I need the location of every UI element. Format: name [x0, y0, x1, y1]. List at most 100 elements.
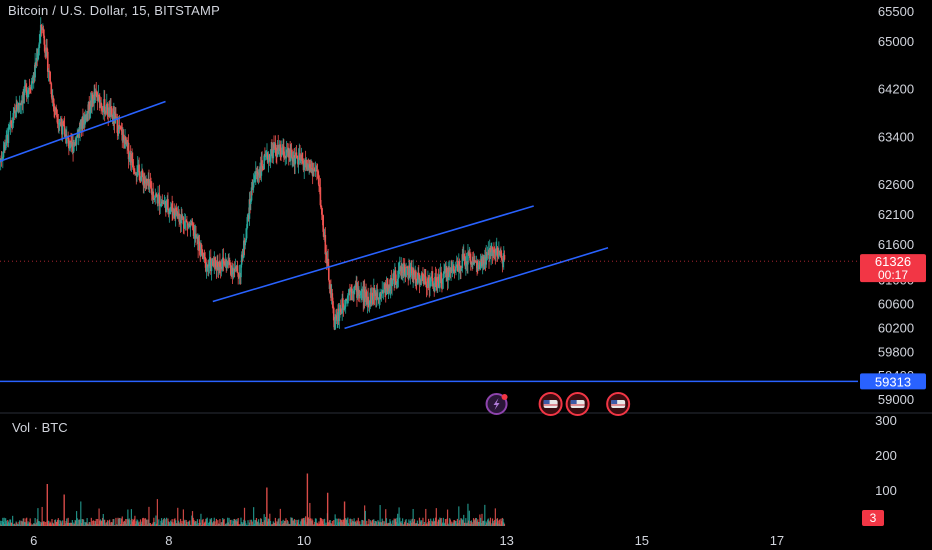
volume-bar [453, 520, 455, 526]
volume-bar [373, 519, 375, 526]
candle-body [327, 258, 329, 266]
candle-body [150, 186, 152, 189]
volume-bar [229, 519, 232, 526]
volume-bar [258, 524, 260, 526]
volume-bar [229, 524, 231, 526]
candle-body [335, 315, 338, 321]
volume-spike [46, 484, 48, 526]
volume-bar [173, 519, 175, 526]
volume-bar [385, 509, 387, 526]
volume-bar [273, 522, 275, 526]
candle-body [9, 126, 11, 127]
candle-body [30, 88, 32, 90]
candle-body [345, 299, 348, 301]
volume-bar [325, 522, 327, 526]
volume-bar [16, 522, 18, 526]
candle-body [396, 279, 399, 283]
candle-body [193, 226, 195, 239]
volume-bar [179, 524, 181, 526]
volume-bar [223, 518, 225, 526]
volume-bar [442, 517, 444, 526]
volume-bar [161, 522, 163, 526]
volume-bar [259, 522, 261, 526]
volume-bar [10, 522, 12, 526]
volume-bar [498, 523, 500, 526]
volume-bar [269, 521, 272, 526]
price-axis-tick-label: 62600 [878, 177, 914, 192]
candle-body [68, 138, 70, 149]
volume-bar [335, 525, 338, 526]
flag-canton [570, 400, 577, 404]
volume-bar [475, 518, 477, 526]
volume-bar [290, 517, 292, 526]
volume-bar [54, 519, 57, 526]
volume-bar [484, 504, 486, 526]
volume-bar [483, 520, 485, 526]
volume-bar [284, 521, 286, 526]
volume-bar [1, 520, 3, 526]
candle-body [5, 135, 8, 146]
volume-bar [24, 522, 26, 526]
volume-bar [307, 517, 310, 526]
volume-bar [26, 517, 28, 526]
candle-body [385, 284, 388, 295]
volume-bar [342, 519, 345, 526]
volume-bar [224, 523, 227, 526]
volume-bar [53, 524, 55, 526]
volume-bar [392, 520, 394, 526]
volume-bar [147, 519, 149, 526]
trendline-1[interactable] [0, 100, 166, 162]
volume-bar [498, 519, 501, 526]
volume-bar [222, 517, 224, 526]
volume-bar [203, 522, 206, 526]
volume-bar [419, 520, 421, 526]
volume-bar [370, 521, 372, 526]
volume-bar [227, 522, 229, 526]
candle-body [501, 259, 504, 264]
candle-body [96, 93, 98, 97]
volume-bar [69, 522, 71, 526]
volume-bar [367, 523, 369, 526]
volume-bar [208, 521, 210, 526]
volume-bar [274, 523, 276, 526]
candle-body [482, 256, 485, 266]
volume-bar [479, 517, 482, 526]
volume-bar [35, 522, 38, 526]
volume-bar [269, 513, 271, 526]
candle-body [62, 121, 65, 125]
volume-bar [379, 505, 381, 526]
volume-bar [425, 508, 427, 526]
candle-body [84, 115, 86, 125]
volume-bar [116, 524, 118, 526]
candle-body [109, 107, 112, 117]
volume-bar [331, 523, 333, 526]
candle-body [324, 235, 327, 255]
candle-body [342, 298, 344, 308]
candle-body [248, 199, 251, 219]
volume-bar [298, 524, 300, 526]
trendline-2[interactable] [212, 205, 534, 303]
candle-body [357, 288, 360, 296]
volume-bar [423, 521, 425, 526]
volume-bar [437, 521, 439, 526]
candle-body [58, 122, 61, 124]
candle-body [205, 258, 207, 272]
candle-body [68, 148, 71, 150]
candle-body [311, 168, 313, 169]
volume-bar [153, 522, 156, 526]
volume-bar [357, 521, 359, 526]
volume-bar [150, 525, 152, 526]
volume-bar [486, 523, 488, 526]
volume-bar [492, 520, 494, 526]
candle-body [222, 257, 225, 262]
volume-bar [458, 520, 461, 526]
price-axis-tick-label: 65000 [878, 34, 914, 49]
volume-bar [355, 523, 357, 526]
volume-bar [337, 522, 339, 526]
volume-bar [354, 521, 356, 526]
candle-body [213, 257, 216, 267]
price-axis-tick-label: 63400 [878, 129, 914, 144]
volume-bar [262, 521, 264, 526]
volume-bar [383, 524, 385, 526]
